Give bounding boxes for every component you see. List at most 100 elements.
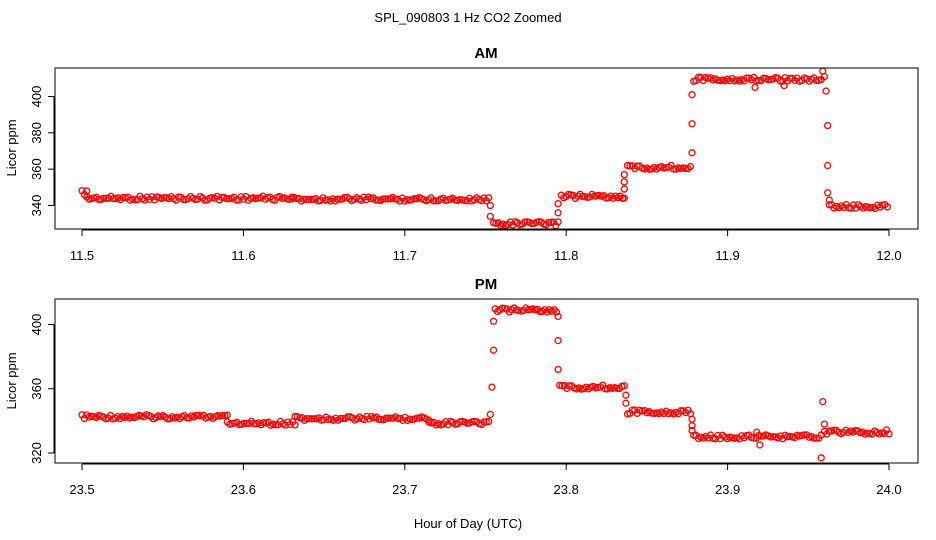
pm-data-point — [810, 434, 818, 442]
pm-transition-point — [817, 454, 825, 462]
am-data-point — [232, 196, 241, 204]
am-transition-point — [825, 196, 833, 204]
pm-transition-point — [820, 420, 829, 428]
pm-transition-point — [489, 346, 498, 354]
pm-data-point — [250, 420, 258, 428]
am-transition-point — [688, 120, 696, 128]
pm-transition-point — [756, 441, 764, 449]
pm-transition-point — [688, 426, 696, 435]
pm-panel: PM 23.5 23.6 23.7 23.8 23.9 24.0 320 360 400 Lic… — [4, 276, 919, 497]
am-data-point — [410, 195, 418, 203]
am-transition-point — [824, 161, 832, 170]
am-data-point — [379, 195, 387, 203]
am-transition-point — [820, 72, 829, 81]
pm-data-point — [384, 414, 392, 422]
am-x-tick-label: 11.9 — [715, 248, 739, 263]
pm-data-point — [336, 414, 345, 423]
pm-data-point — [552, 308, 561, 316]
pm-x-tick-label: 23.6 — [231, 482, 256, 497]
am-data-point — [694, 73, 703, 81]
am-y-tick-label: 380 — [29, 122, 44, 144]
am-x-tick-label: 11.6 — [231, 248, 255, 263]
pm-transition-point — [622, 399, 630, 407]
pm-data-point — [757, 432, 765, 440]
pm-y-tick-label: 400 — [29, 314, 44, 336]
am-y-tick-label: 340 — [29, 195, 44, 217]
am-transition-point — [822, 87, 830, 95]
pm-plot-frame — [54, 298, 919, 464]
pm-y-axis-label: Licor ppm — [4, 352, 19, 409]
am-transition-point — [554, 200, 562, 208]
am-transition-point — [688, 149, 696, 157]
pm-data-point — [310, 415, 318, 423]
pm-data-point — [480, 418, 488, 426]
pm-y-tick-label: 360 — [29, 378, 44, 400]
am-data-point — [686, 162, 695, 171]
pm-x-tick-label: 23.8 — [554, 482, 579, 497]
pm-data-point — [192, 411, 200, 420]
am-data-point — [307, 195, 315, 204]
am-data-points — [78, 67, 892, 230]
pm-x-tick-label: 23.9 — [715, 482, 740, 497]
pm-data-point — [218, 411, 227, 420]
am-transition-point — [554, 209, 562, 217]
pm-data-point — [305, 415, 314, 423]
am-panel: AM 11.5 11.6 11.7 11.8 11.9 12.0340360380400 … — [4, 45, 919, 263]
pm-data-point — [485, 417, 493, 426]
pm-data-point — [620, 382, 628, 390]
am-transition-point — [780, 81, 788, 90]
am-data-point — [384, 195, 392, 203]
am-transition-point — [688, 91, 696, 99]
pm-data-point — [628, 406, 637, 414]
pm-transition-point — [488, 383, 496, 391]
pm-data-points — [78, 304, 893, 462]
am-data-point — [669, 165, 678, 173]
pm-x-tick-label: 24.0 — [876, 482, 901, 497]
pm-transition-point — [753, 428, 761, 436]
am-data-point — [432, 197, 440, 205]
pm-transition-point — [819, 397, 827, 406]
pm-transition-point — [622, 391, 630, 399]
am-data-point — [456, 195, 464, 204]
am-data-point — [131, 196, 139, 204]
am-plot-frame — [54, 67, 919, 230]
am-x-tick-label: 11.8 — [554, 248, 578, 263]
pm-data-point — [308, 415, 316, 423]
am-data-point — [825, 201, 833, 209]
am-data-point — [340, 193, 349, 202]
am-data-point — [100, 194, 108, 202]
am-data-point — [485, 194, 493, 202]
am-x-tick-label: 11.7 — [393, 248, 417, 263]
pm-panel-title: PM — [475, 276, 498, 293]
am-data-point — [300, 195, 308, 203]
am-data-point — [528, 219, 536, 228]
pm-data-point — [825, 427, 833, 435]
am-x-tick-label: 11.5 — [70, 248, 94, 263]
pm-transition-point — [688, 422, 696, 430]
am-data-point — [544, 218, 553, 227]
am-data-point — [372, 196, 380, 204]
pm-x-tick-label: 23.5 — [69, 482, 94, 497]
am-y-axis-label: Licor ppm — [4, 119, 19, 176]
pm-x-tick-label: 23.7 — [392, 482, 417, 497]
am-transition-point — [620, 178, 628, 186]
am-data-point — [218, 193, 226, 202]
pm-transition-point — [489, 317, 498, 325]
am-transition-point — [620, 194, 628, 202]
am-y-tick-label: 360 — [29, 158, 44, 180]
figure-title: SPL_090803 1 Hz CO2 Zoomed — [374, 10, 561, 25]
am-transition-point — [824, 121, 832, 130]
pm-data-point — [344, 413, 352, 421]
pm-data-point — [382, 414, 390, 422]
pm-data-point — [303, 414, 311, 423]
am-data-point — [223, 195, 231, 203]
am-data-point — [109, 194, 118, 203]
pm-transition-point — [554, 365, 562, 374]
am-transition-point — [620, 170, 628, 179]
pm-data-point — [240, 419, 248, 427]
pm-data-point — [463, 419, 471, 427]
am-panel-title: AM — [474, 45, 497, 62]
pm-data-point — [413, 414, 421, 422]
